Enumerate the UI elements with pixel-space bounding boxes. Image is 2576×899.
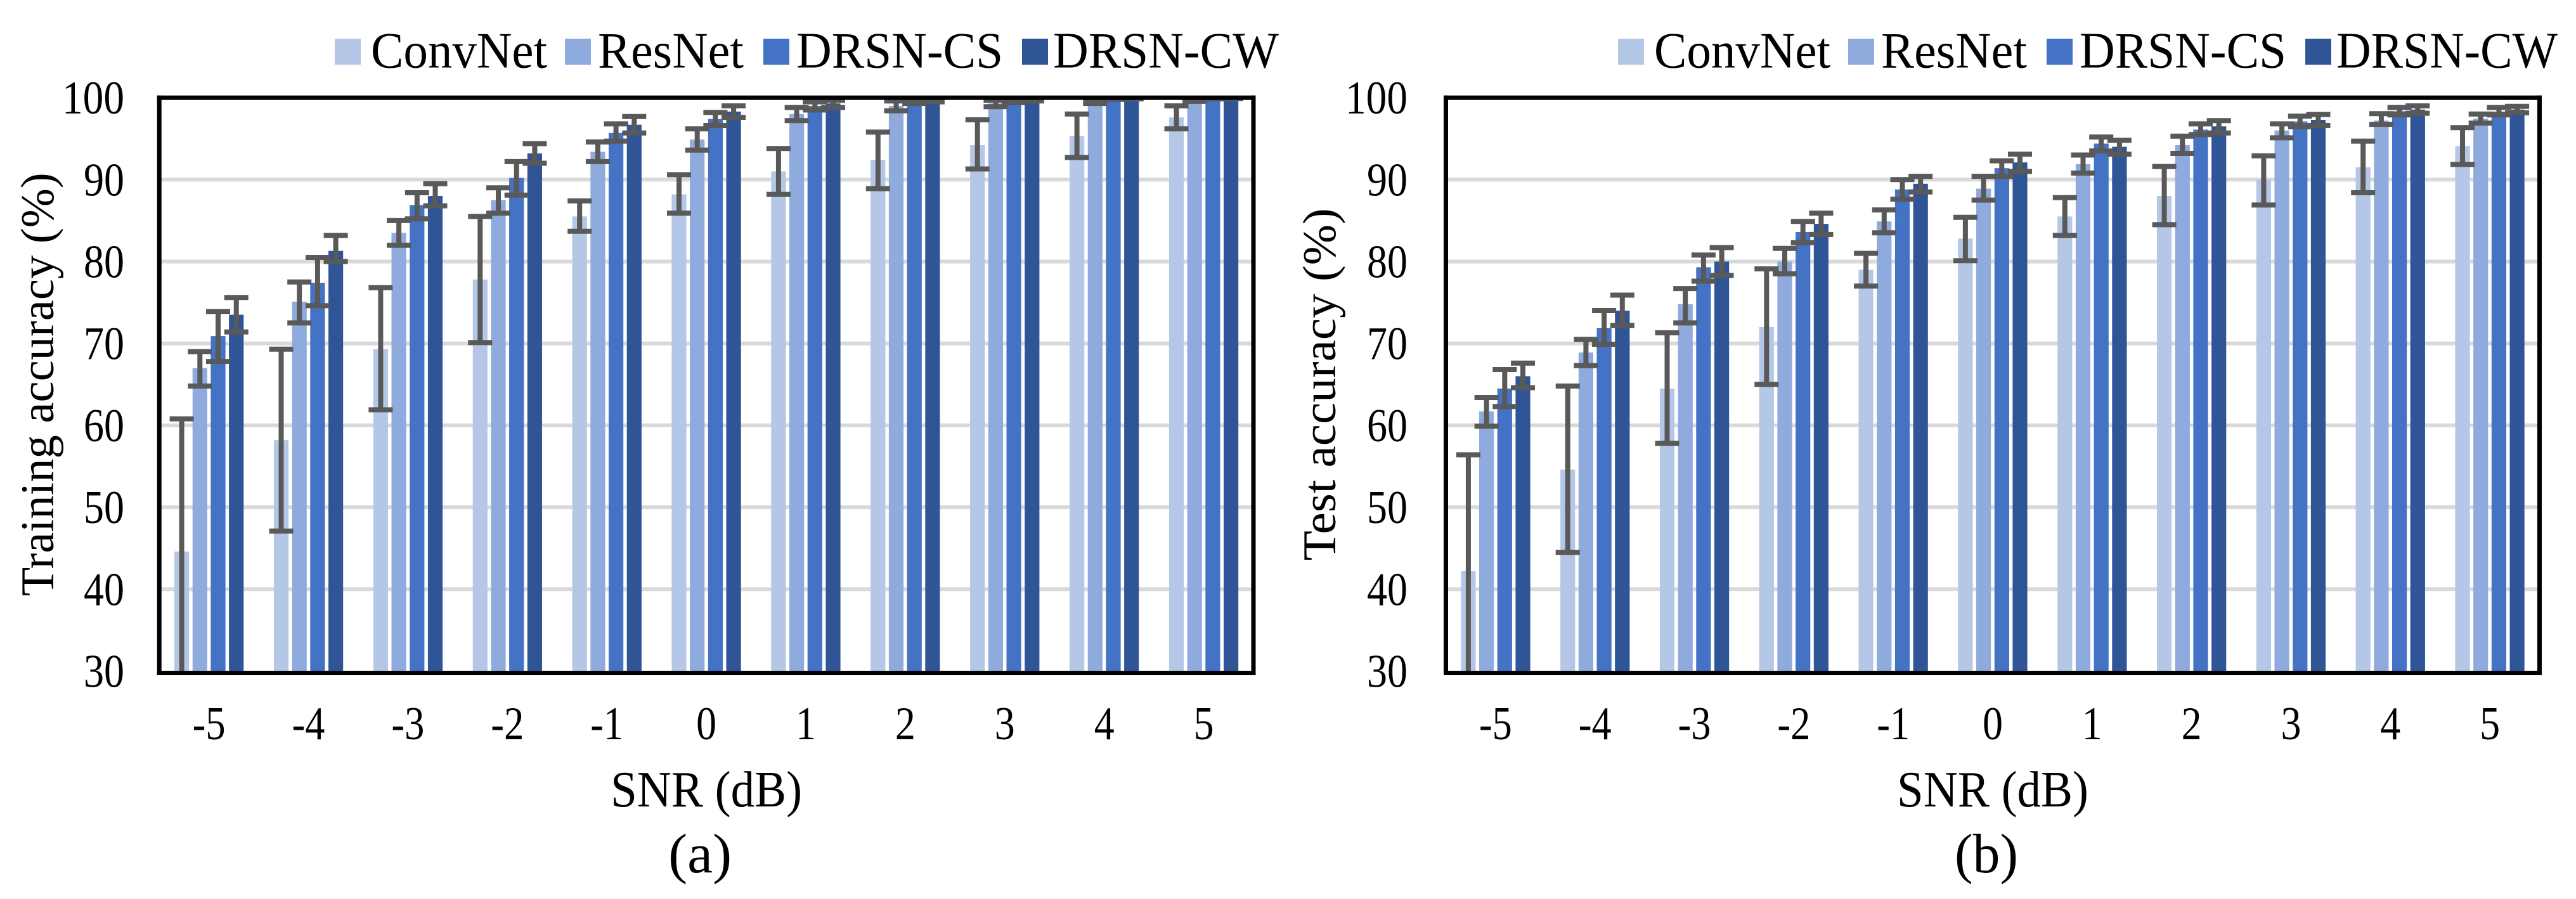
svg-text:4: 4 xyxy=(2380,698,2400,750)
svg-text:50: 50 xyxy=(1367,482,1408,534)
svg-text:100: 100 xyxy=(62,72,124,124)
svg-text:50: 50 xyxy=(84,482,124,534)
svg-text:80: 80 xyxy=(84,236,124,288)
svg-text:40: 40 xyxy=(1367,564,1408,616)
svg-text:5: 5 xyxy=(1194,698,1214,750)
svg-text:-4: -4 xyxy=(1579,698,1612,750)
svg-text:Training accuracy (%): Training accuracy (%) xyxy=(12,172,64,596)
svg-text:90: 90 xyxy=(84,154,124,206)
svg-text:SNR (dB): SNR (dB) xyxy=(1897,762,2088,818)
svg-text:(b): (b) xyxy=(1955,824,2018,885)
svg-text:-5: -5 xyxy=(193,698,226,750)
svg-text:ConvNet: ConvNet xyxy=(371,23,547,79)
svg-text:(a): (a) xyxy=(668,824,732,885)
svg-text:SNR (dB): SNR (dB) xyxy=(611,762,802,818)
svg-text:-1: -1 xyxy=(1877,698,1910,750)
svg-text:1: 1 xyxy=(2082,698,2102,750)
svg-text:ResNet: ResNet xyxy=(598,23,744,79)
svg-text:DRSN-CS: DRSN-CS xyxy=(2080,23,2286,79)
svg-text:ResNet: ResNet xyxy=(1881,23,2027,79)
svg-text:90: 90 xyxy=(1367,154,1408,206)
svg-text:30: 30 xyxy=(1367,646,1408,698)
svg-text:-2: -2 xyxy=(1777,698,1810,750)
svg-text:-3: -3 xyxy=(1678,698,1711,750)
svg-text:-3: -3 xyxy=(391,698,424,750)
svg-text:40: 40 xyxy=(84,564,124,616)
svg-text:3: 3 xyxy=(995,698,1015,750)
svg-text:60: 60 xyxy=(1367,400,1408,452)
svg-text:0: 0 xyxy=(1983,698,2003,750)
svg-text:2: 2 xyxy=(895,698,916,750)
svg-text:1: 1 xyxy=(796,698,816,750)
svg-text:DRSN-CW: DRSN-CW xyxy=(1053,23,1279,79)
svg-text:70: 70 xyxy=(1367,318,1408,370)
svg-text:DRSN-CW: DRSN-CW xyxy=(2336,23,2558,79)
svg-text:60: 60 xyxy=(84,400,124,452)
svg-text:Test accuracy (%): Test accuracy (%) xyxy=(1294,208,1346,560)
svg-text:4: 4 xyxy=(1094,698,1115,750)
svg-text:-4: -4 xyxy=(292,698,325,750)
svg-text:-5: -5 xyxy=(1479,698,1512,750)
svg-text:100: 100 xyxy=(1345,72,1408,124)
svg-text:-2: -2 xyxy=(491,698,524,750)
svg-text:0: 0 xyxy=(696,698,716,750)
svg-text:80: 80 xyxy=(1367,236,1408,288)
svg-text:2: 2 xyxy=(2182,698,2202,750)
svg-text:ConvNet: ConvNet xyxy=(1654,23,1830,79)
svg-text:DRSN-CS: DRSN-CS xyxy=(796,23,1003,79)
svg-text:3: 3 xyxy=(2281,698,2301,750)
svg-text:-1: -1 xyxy=(590,698,623,750)
svg-text:5: 5 xyxy=(2480,698,2500,750)
svg-text:70: 70 xyxy=(84,318,124,370)
svg-text:30: 30 xyxy=(84,646,124,698)
